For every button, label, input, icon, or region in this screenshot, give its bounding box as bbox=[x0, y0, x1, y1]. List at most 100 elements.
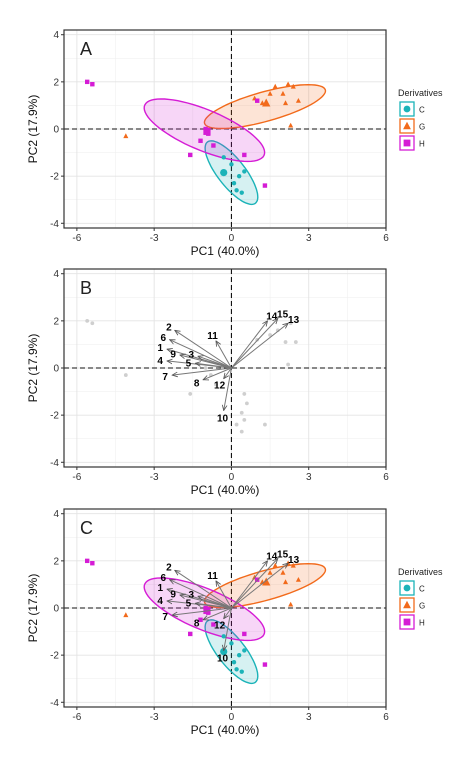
loading-arrow-8 bbox=[203, 607, 232, 620]
loading-arrow-13 bbox=[231, 563, 288, 609]
background-point bbox=[239, 429, 244, 434]
data-point-c bbox=[221, 155, 226, 160]
legend-label-g: G bbox=[419, 602, 425, 611]
data-point-g bbox=[280, 569, 286, 575]
y-axis-title: PC2 (17.9%) bbox=[26, 574, 40, 643]
data-point-h bbox=[84, 558, 90, 564]
x-tick-label: 6 bbox=[383, 712, 389, 723]
loading-arrow-3 bbox=[198, 596, 232, 609]
loading-label-14: 14 bbox=[266, 551, 278, 562]
data-point-c bbox=[231, 660, 237, 665]
legend-label-g: G bbox=[419, 123, 425, 132]
y-tick-label: -4 bbox=[50, 458, 59, 469]
data-point-c bbox=[239, 669, 244, 674]
loading-arrow-10 bbox=[224, 607, 232, 650]
loading-label-9: 9 bbox=[170, 589, 176, 600]
loading-label-7: 7 bbox=[162, 372, 168, 383]
loading-arrow-3 bbox=[198, 356, 232, 369]
centroid-c bbox=[220, 169, 228, 177]
data-point-c bbox=[242, 169, 247, 174]
loading-label-9: 9 bbox=[170, 349, 176, 360]
loading-label-8: 8 bbox=[194, 619, 200, 630]
legend-label-h: H bbox=[419, 619, 425, 628]
y-tick-label: 2 bbox=[53, 556, 59, 567]
data-point-g bbox=[272, 83, 278, 89]
data-point-h bbox=[255, 98, 260, 103]
x-axis-title: PC1 (40.0%) bbox=[191, 244, 260, 258]
legend: Derivatives CGH bbox=[398, 88, 443, 151]
y-tick-label: -4 bbox=[50, 219, 59, 230]
legend-label-h: H bbox=[419, 140, 425, 149]
y-tick-label: 0 bbox=[53, 364, 59, 375]
data-point-c bbox=[229, 641, 234, 646]
loading-arrow-7 bbox=[172, 607, 232, 615]
x-tick-label: -3 bbox=[150, 472, 159, 483]
background-point bbox=[188, 392, 193, 396]
loading-arrow-7 bbox=[172, 367, 232, 375]
legend: Derivatives CGH bbox=[398, 567, 443, 630]
legend-label-c: C bbox=[419, 585, 425, 594]
centroid-h bbox=[203, 606, 211, 614]
x-tick-label: 0 bbox=[229, 472, 235, 483]
x-tick-label: 3 bbox=[306, 472, 312, 483]
x-tick-label: -6 bbox=[72, 472, 81, 483]
loading-arrow-9 bbox=[180, 355, 232, 369]
x-tick-label: -3 bbox=[150, 233, 159, 244]
data-point-c bbox=[236, 652, 242, 658]
data-point-g bbox=[290, 83, 296, 89]
background-point bbox=[242, 417, 247, 422]
data-point-h bbox=[242, 631, 247, 637]
loading-label-5: 5 bbox=[186, 598, 192, 609]
data-point-g bbox=[290, 562, 296, 568]
legend-title: Derivatives bbox=[398, 88, 443, 98]
panel-letter: C bbox=[80, 518, 93, 538]
data-point-h bbox=[262, 662, 268, 667]
y-tick-label: 2 bbox=[53, 77, 59, 88]
loading-label-11: 11 bbox=[207, 571, 218, 582]
loading-label-8: 8 bbox=[194, 379, 200, 390]
data-point-c bbox=[236, 173, 242, 179]
loading-label-1: 1 bbox=[158, 583, 164, 594]
loading-label-13: 13 bbox=[288, 555, 300, 566]
loading-arrow-13 bbox=[231, 323, 288, 369]
data-point-g bbox=[285, 81, 291, 87]
legend-swatch-h bbox=[403, 618, 411, 626]
y-tick-label: 4 bbox=[53, 269, 59, 280]
data-point-g bbox=[288, 601, 294, 607]
loading-label-3: 3 bbox=[189, 350, 195, 361]
background-point bbox=[283, 340, 288, 344]
x-tick-label: 0 bbox=[229, 712, 235, 723]
loading-label-6: 6 bbox=[161, 573, 167, 584]
data-point-h bbox=[211, 622, 216, 627]
legend-title: Derivatives bbox=[398, 567, 443, 577]
data-point-c bbox=[221, 634, 226, 639]
centroid-g bbox=[262, 577, 271, 586]
data-point-c bbox=[242, 648, 247, 653]
legend-swatch-c bbox=[403, 584, 411, 592]
x-tick-label: 6 bbox=[383, 233, 389, 244]
confidence-ellipse-g bbox=[203, 83, 327, 130]
data-point-c bbox=[234, 188, 239, 193]
data-point-h bbox=[255, 577, 260, 582]
loading-label-4: 4 bbox=[157, 596, 163, 607]
data-point-c bbox=[234, 667, 239, 672]
background-point bbox=[203, 366, 208, 370]
data-point-g bbox=[295, 97, 301, 103]
data-point-h bbox=[198, 617, 203, 622]
data-point-h bbox=[198, 138, 203, 143]
data-point-h bbox=[90, 561, 95, 566]
y-tick-label: -2 bbox=[50, 172, 59, 183]
loading-label-12: 12 bbox=[214, 620, 226, 631]
loading-label-2: 2 bbox=[166, 322, 172, 333]
loading-label-15: 15 bbox=[277, 549, 289, 560]
loading-arrow-5 bbox=[195, 603, 232, 609]
data-point-h bbox=[242, 152, 247, 158]
background-point bbox=[242, 392, 247, 396]
background-point bbox=[263, 422, 267, 427]
background-point bbox=[90, 321, 95, 326]
loading-label-10: 10 bbox=[217, 413, 229, 424]
y-tick-label: -2 bbox=[50, 651, 59, 662]
data-point-h bbox=[188, 152, 193, 158]
